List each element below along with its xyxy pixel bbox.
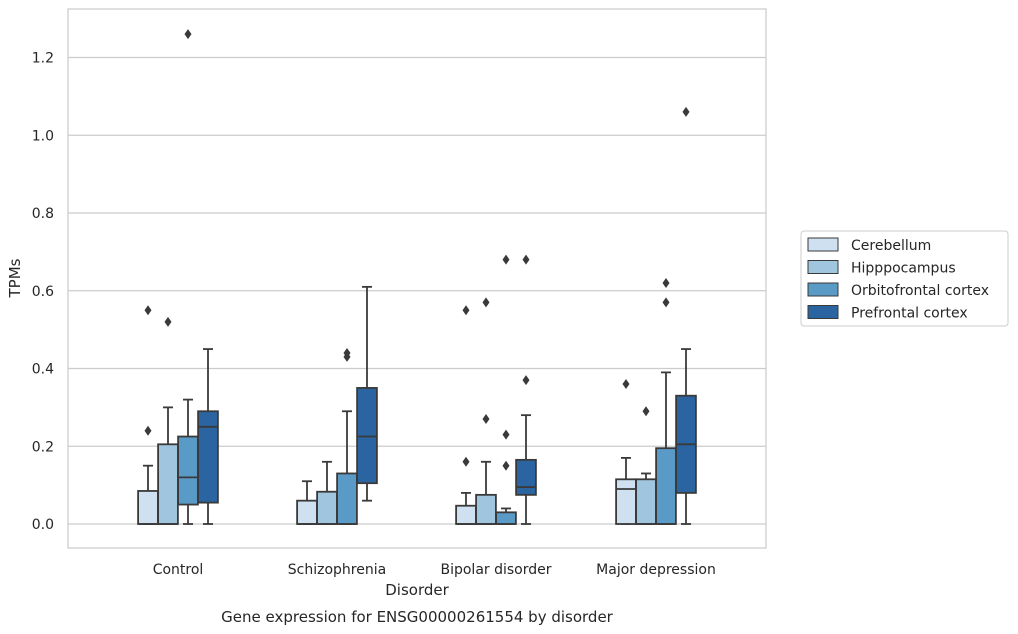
x-axis-title: Disorder [385, 581, 449, 599]
y-axis-title: TPMs [6, 258, 24, 298]
y-tick-labels: 0.0 0.2 0.4 0.6 0.8 1.0 1.2 [32, 51, 54, 534]
box-0-3 [615, 379, 637, 525]
outlier-point [184, 29, 192, 40]
legend-label: Orbitofrontal cortex [851, 283, 989, 299]
outlier-point [502, 254, 510, 265]
legend-frame [800, 230, 1009, 327]
outlier-point [642, 406, 650, 417]
outlier-point [662, 277, 670, 288]
outlier-point [482, 414, 490, 425]
box-iqr [455, 504, 477, 525]
legend-swatch [807, 237, 839, 252]
outlier-point [662, 297, 670, 308]
x-tick-labels: Control Schizophrenia Bipolar disorder Majo… [153, 562, 716, 578]
plot-frame [67, 8, 767, 549]
y-tick-label: 0.0 [32, 517, 54, 533]
box-1-2 [475, 297, 497, 525]
box-iqr [515, 458, 537, 496]
x-tick-label: Major depression [596, 562, 716, 578]
box-iqr [495, 511, 517, 525]
box-iqr [197, 410, 219, 504]
box-1-1 [316, 460, 338, 525]
y-tick-label: 0.8 [32, 206, 54, 222]
legend-label: Prefrontal cortex [851, 306, 968, 322]
box-3-3 [675, 106, 697, 525]
box-0-2 [455, 305, 477, 525]
box-iqr [137, 490, 159, 525]
chart-caption: Gene expression for ENSG00000261554 by d… [221, 608, 614, 626]
y-tick-label: 0.2 [32, 439, 54, 455]
legend: Cerebellum Hipppocampus Orbitofrontal cort… [800, 230, 1009, 327]
outlier-point [502, 460, 510, 471]
outlier-point [343, 347, 351, 358]
y-tick-label: 0.6 [32, 284, 54, 300]
box-3-1 [356, 285, 378, 502]
outlier-point [522, 375, 530, 386]
y-tick-label: 1.2 [32, 51, 54, 67]
box-iqr [615, 478, 637, 525]
box-iqr [296, 499, 318, 525]
box-2-0 [177, 29, 199, 525]
outlier-point [522, 254, 530, 265]
box-2-1 [336, 347, 358, 525]
x-tick-label: Bipolar disorder [440, 562, 551, 578]
outlier-point [682, 106, 690, 117]
outlier-point [144, 305, 152, 316]
box-1-3 [635, 406, 657, 525]
x-tick-label: Control [153, 562, 204, 578]
box-iqr [655, 447, 677, 525]
outlier-point [164, 316, 172, 327]
legend-swatch [807, 260, 839, 274]
legend-label: Hipppocampus [851, 261, 956, 277]
box-0-1 [296, 480, 318, 525]
outlier-point [502, 429, 510, 440]
legend-swatch [807, 282, 839, 297]
legend-swatch [807, 305, 839, 319]
box-layer [137, 29, 697, 525]
outlier-point [144, 425, 152, 436]
box-1-0 [157, 316, 179, 525]
box-3-2 [515, 254, 537, 525]
outlier-point [622, 379, 630, 390]
box-iqr [475, 493, 497, 525]
x-tick-label: Schizophrenia [288, 562, 386, 578]
box-iqr [157, 443, 179, 525]
box-3-0 [197, 348, 219, 525]
box-0-0 [137, 305, 159, 525]
box-2-2 [495, 254, 517, 525]
box-iqr [177, 435, 199, 506]
y-tick-label: 0.4 [32, 362, 54, 378]
outlier-point [482, 297, 490, 308]
box-iqr [356, 387, 378, 485]
outlier-point [462, 305, 470, 316]
box-iqr [316, 490, 338, 525]
box-iqr [635, 478, 657, 525]
box-2-3 [655, 277, 677, 525]
legend-label: Cerebellum [851, 238, 931, 254]
box-iqr [336, 472, 358, 525]
y-tick-label: 1.0 [32, 128, 54, 144]
outlier-point [462, 456, 470, 467]
